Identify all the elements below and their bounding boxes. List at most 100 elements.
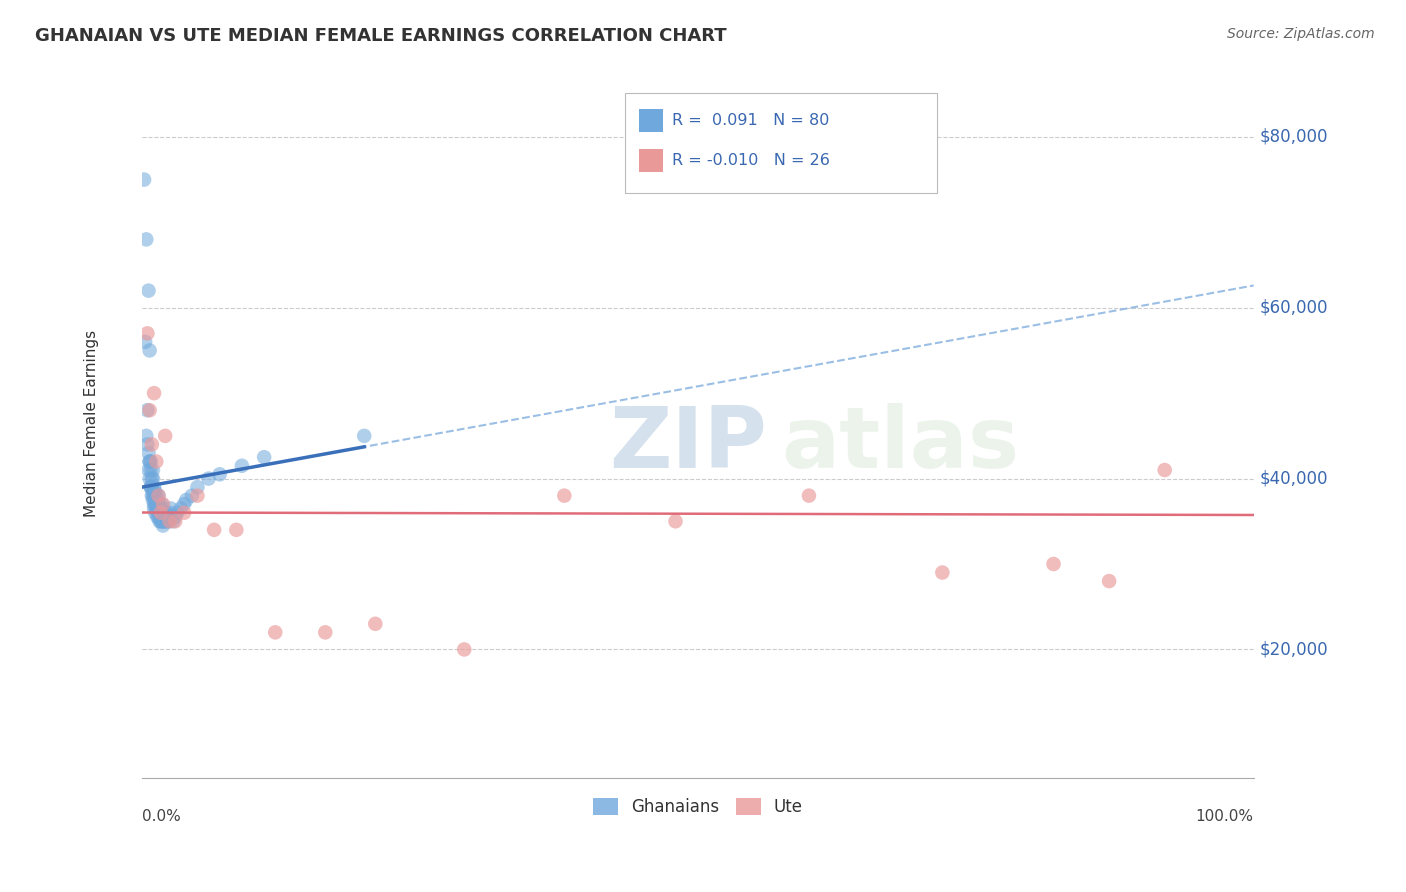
Point (231, 458, 253, 473)
Point (153, 510, 176, 524)
Text: 100.0%: 100.0% (1195, 809, 1254, 824)
Point (152, 497, 174, 511)
Point (136, 437, 159, 451)
Point (149, 501, 172, 516)
Point (264, 625, 287, 640)
Point (173, 497, 195, 511)
Point (155, 514, 177, 528)
Text: ZIP: ZIP (609, 403, 766, 486)
Point (173, 506, 195, 520)
Point (138, 463, 160, 477)
Point (170, 501, 193, 516)
Point (136, 403, 159, 417)
Point (165, 510, 187, 524)
Point (553, 489, 575, 503)
Point (253, 450, 276, 465)
Point (453, 642, 475, 657)
Point (141, 472, 163, 486)
Point (153, 506, 176, 520)
Point (149, 506, 172, 520)
Point (148, 497, 170, 511)
Point (148, 510, 170, 524)
Point (146, 501, 169, 516)
Point (142, 463, 165, 477)
Point (149, 514, 172, 528)
Point (139, 454, 162, 468)
Point (143, 492, 166, 507)
Point (150, 514, 173, 528)
Point (143, 386, 166, 401)
Point (153, 514, 176, 528)
Text: Median Female Earnings: Median Female Earnings (84, 329, 100, 516)
Point (159, 501, 181, 516)
Point (138, 454, 160, 468)
Point (143, 484, 166, 499)
Legend: Ghanaians, Ute: Ghanaians, Ute (586, 791, 810, 822)
Point (138, 454, 160, 468)
Text: $60,000: $60,000 (1260, 299, 1327, 317)
Point (149, 497, 172, 511)
Point (148, 506, 170, 520)
Point (152, 506, 174, 520)
Point (1042, 557, 1064, 571)
Text: R = -0.010   N = 26: R = -0.010 N = 26 (672, 153, 830, 169)
Point (141, 437, 163, 451)
Point (159, 506, 181, 520)
Bar (638, 149, 664, 172)
Point (141, 489, 163, 503)
Point (136, 326, 159, 341)
Point (143, 506, 166, 520)
Point (156, 510, 179, 524)
Point (153, 514, 176, 528)
Point (138, 403, 160, 417)
Point (152, 518, 174, 533)
Point (139, 463, 162, 477)
Point (159, 514, 181, 528)
Point (149, 514, 172, 528)
Point (153, 429, 176, 443)
Point (142, 492, 165, 507)
Point (132, 172, 155, 186)
Point (149, 506, 172, 520)
Point (155, 506, 177, 520)
Point (208, 467, 231, 482)
Point (149, 506, 172, 520)
Point (138, 472, 160, 486)
Point (138, 284, 160, 298)
Point (139, 480, 162, 494)
Point (145, 497, 167, 511)
Point (145, 454, 167, 468)
Point (143, 489, 166, 503)
Text: Source: ZipAtlas.com: Source: ZipAtlas.com (1227, 27, 1375, 41)
Point (186, 480, 208, 494)
Point (138, 343, 160, 358)
Text: $80,000: $80,000 (1260, 128, 1327, 146)
Point (135, 429, 157, 443)
Point (146, 510, 169, 524)
Text: atlas: atlas (782, 403, 1019, 486)
Bar (638, 109, 664, 132)
Point (166, 506, 188, 520)
Text: 0.0%: 0.0% (142, 809, 180, 824)
Point (139, 480, 162, 494)
Point (162, 514, 184, 528)
Point (202, 523, 225, 537)
Point (186, 489, 208, 503)
Point (145, 489, 167, 503)
Point (225, 523, 247, 537)
Point (142, 472, 165, 486)
Point (143, 497, 166, 511)
Point (165, 514, 187, 528)
Point (197, 472, 219, 486)
Point (353, 429, 375, 443)
Point (1098, 574, 1121, 588)
Point (143, 501, 166, 516)
Point (143, 497, 166, 511)
Point (314, 625, 336, 640)
Point (148, 489, 170, 503)
Point (153, 510, 176, 524)
Point (150, 506, 173, 520)
Point (364, 616, 387, 631)
Point (664, 514, 686, 528)
FancyBboxPatch shape (626, 94, 936, 193)
